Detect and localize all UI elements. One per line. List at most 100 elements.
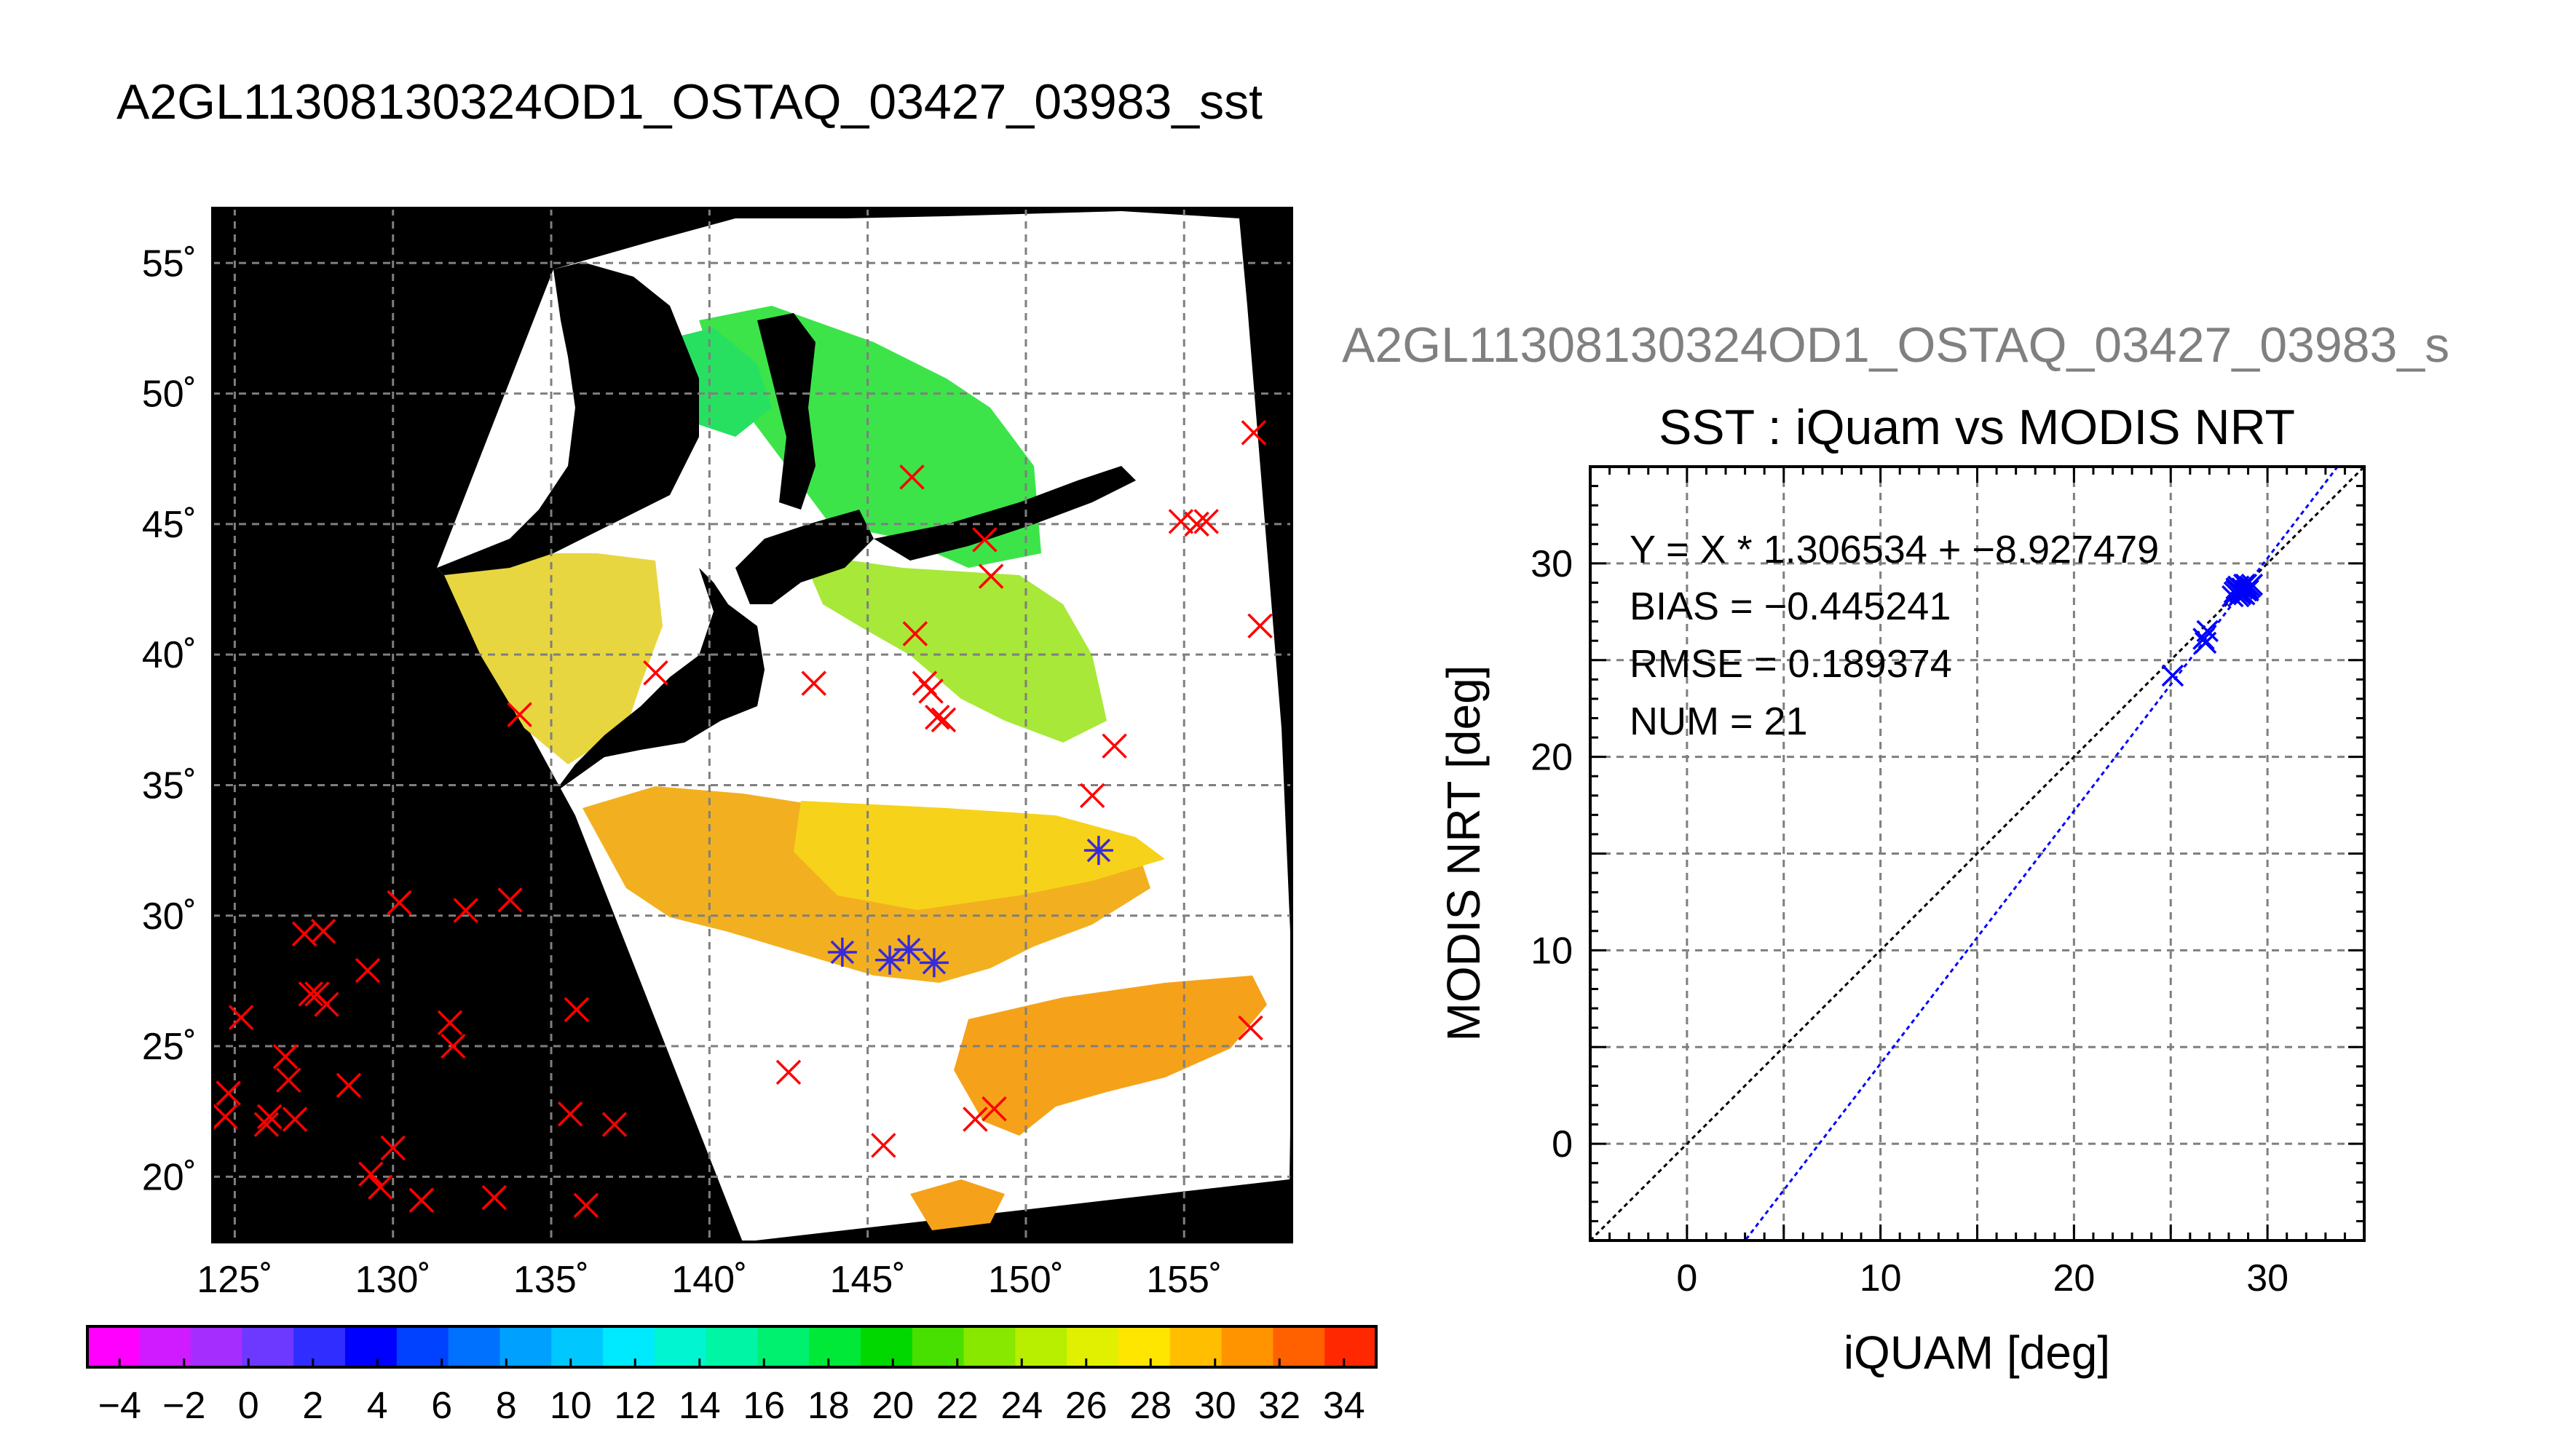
red-x-marker (1102, 733, 1127, 759)
colorbar-cell (190, 1326, 243, 1367)
red-x-marker (358, 1161, 384, 1187)
colorbar-tick-label: 30 (1194, 1385, 1236, 1427)
colorbar-tick-label: 10 (550, 1385, 592, 1427)
colorbar-tick-label: 0 (238, 1385, 259, 1427)
scatter-frame (1589, 465, 2366, 1242)
colorbar-cell (1221, 1326, 1274, 1367)
lat-tick-label: 40˚ (142, 634, 197, 676)
lat-tick-label: 35˚ (142, 764, 197, 807)
blue-star-markers (827, 836, 1113, 978)
colorbar-cell (242, 1326, 295, 1367)
red-x-marker (775, 1059, 802, 1085)
colorbar-cell (1015, 1326, 1068, 1367)
lon-tick-label: 145˚ (830, 1259, 906, 1301)
sst-region-ochre-west (444, 553, 663, 764)
y-tick-label: 0 (1552, 1123, 1573, 1166)
red-x-marker (1079, 783, 1105, 809)
red-x-marker (918, 678, 944, 704)
colorbar-cell (1324, 1326, 1377, 1367)
blue-star-marker (894, 935, 924, 965)
map-grid (213, 208, 1292, 1242)
lat-tick-label: 30˚ (142, 895, 197, 938)
red-x-marker (228, 1005, 254, 1030)
red-x-marker (387, 890, 412, 916)
scatter-point (2237, 579, 2259, 602)
red-x-marker (982, 1096, 1007, 1122)
colorbar-tick-label: 8 (496, 1385, 517, 1427)
colorbar-tick-label: 12 (614, 1385, 656, 1427)
red-x-marker (1247, 613, 1273, 638)
red-x-marker (256, 1104, 283, 1130)
x-tick-labels: 0 10 20 30 (1676, 1257, 2289, 1299)
y-axis-label: MODIS NRT [deg] (1437, 665, 1490, 1042)
red-x-markers (213, 420, 1273, 1219)
colorbar-tick-label: 20 (872, 1385, 914, 1427)
colorbar-tick-label: 26 (1065, 1385, 1107, 1427)
red-x-marker (355, 957, 381, 984)
colorbar-cell (1067, 1326, 1119, 1367)
red-x-marker (1193, 509, 1219, 534)
red-x-marker (282, 1107, 308, 1132)
red-x-marker (601, 1112, 628, 1137)
red-x-marker (497, 887, 523, 913)
colorbar-cell (1169, 1326, 1223, 1367)
colorbar-cell (551, 1326, 604, 1367)
red-x-marker (564, 997, 590, 1023)
colorbar-cell (963, 1326, 1016, 1367)
red-x-marker (453, 898, 478, 923)
red-x-marker (441, 1033, 466, 1059)
red-x-marker (573, 1192, 599, 1219)
colorbar-tick-label: 6 (431, 1385, 452, 1427)
stat-num: NUM = 21 (1630, 700, 1808, 743)
colorbar-cell (706, 1326, 759, 1367)
scatter-point (2240, 573, 2264, 596)
red-x-marker (899, 464, 925, 490)
colorbar-tick-label: 4 (367, 1385, 388, 1427)
red-x-marker (871, 1133, 896, 1158)
red-x-marker (298, 981, 323, 1007)
scatter-points (2161, 573, 2264, 687)
colorbar-frame (86, 1325, 1378, 1369)
colorbar-cell (1273, 1326, 1326, 1367)
blue-star-marker (1083, 836, 1113, 866)
colorbar-cell (912, 1326, 965, 1367)
red-x-marker (408, 1187, 435, 1213)
red-x-marker (216, 1080, 241, 1106)
red-x-marker (1184, 511, 1209, 537)
red-x-marker (557, 1101, 583, 1127)
lon-tick-label: 155˚ (1146, 1259, 1222, 1301)
x-axis-label: iQUAM [deg] (1844, 1326, 2110, 1379)
lat-tick-label: 50˚ (142, 373, 197, 416)
main-title: A2GL11308130324OD1_OSTAQ_03427_03983_sst (117, 74, 1263, 130)
red-x-marker (801, 670, 826, 696)
x-tick-label: 20 (2053, 1257, 2095, 1299)
colorbar-tick-label: 18 (807, 1385, 850, 1427)
sst-colorbar: −4 −2 0 2 4 6 8 10 12 14 16 18 20 22 24 26 28 30 32 34 (86, 1325, 1378, 1427)
colorbar-tick-label: 28 (1129, 1385, 1172, 1427)
red-x-marker (380, 1135, 406, 1161)
colorbar-cell (396, 1326, 449, 1367)
latitude-tick-labels: 55˚ 50˚ 45˚ 40˚ 35˚ 30˚ 25˚ 20˚ (142, 242, 197, 1198)
red-x-marker (437, 1010, 463, 1036)
scatter-point (2196, 620, 2219, 643)
red-x-marker (507, 702, 532, 727)
identity-line (1590, 467, 2364, 1241)
colorbar-cell (138, 1326, 191, 1367)
map-frame (211, 207, 1293, 1243)
regression-stats: Y = X * 1.306534 + −8.927479 BIAS = −0.4… (1630, 528, 2159, 743)
red-x-marker (972, 527, 998, 553)
colorbar-cell (654, 1326, 707, 1367)
lon-tick-label: 125˚ (197, 1259, 272, 1301)
red-x-marker (253, 1112, 280, 1137)
colorbar-tick-label: 34 (1323, 1385, 1365, 1427)
sst-region-orange-small (910, 1179, 1005, 1230)
stat-bias: BIAS = −0.445241 (1630, 585, 1951, 628)
stat-regression-equation: Y = X * 1.306534 + −8.927479 (1630, 528, 2159, 571)
longitude-tick-labels: 125˚ 130˚ 135˚ 140˚ 145˚ 150˚ 155˚ (197, 1259, 1222, 1301)
red-x-marker (314, 992, 339, 1017)
scatter-point (2192, 628, 2215, 650)
red-x-marker (368, 1174, 393, 1200)
colorbar-tick-label: 2 (302, 1385, 323, 1427)
lon-tick-label: 135˚ (513, 1259, 589, 1301)
